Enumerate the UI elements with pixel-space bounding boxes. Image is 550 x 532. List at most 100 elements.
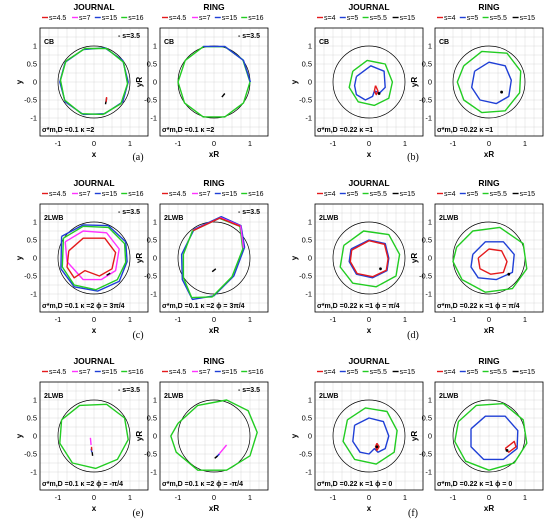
panel-label: 2LWB — [44, 393, 63, 400]
series-s=4-line — [478, 249, 507, 274]
x-tick-label: -1 — [330, 493, 337, 502]
legend-entry: - s=3.5 — [118, 33, 140, 40]
y-tick-label: 0 — [33, 254, 37, 263]
panel-label: 2LWB — [319, 215, 338, 222]
param-annotation: σ*m,D =0.1 κ =2 — [42, 127, 94, 134]
legend-entry: s=5.5 — [490, 191, 507, 198]
legend-entry: s=7 — [79, 369, 91, 376]
legend-entry: s=5 — [467, 15, 479, 22]
x-tick-label: 0 — [92, 139, 96, 148]
series-s=5-line — [355, 66, 386, 100]
y-tick-label: 0 — [153, 432, 157, 441]
series-s=15-point — [376, 445, 379, 448]
y-tick-label: -0.5 — [24, 450, 37, 459]
y-tick-label: 1 — [153, 42, 157, 51]
param-annotation: σ*m,D =0.22 κ =1 ϕ = π/4 — [437, 303, 520, 310]
legend-entry: s=4.5 — [49, 15, 66, 22]
chart-d-ring: RINGs=4 s=5 s=5.5 s=152LWBσ*m,D =0.22 κ =1 … — [410, 178, 543, 335]
y-tick-label: 0.5 — [27, 414, 37, 423]
param-annotation: σ*m,D =0.1 κ =2 — [162, 127, 214, 134]
x-axis-label: x — [367, 504, 372, 513]
chart-title: RING — [203, 2, 225, 12]
legend-entry: s=5.5 — [370, 15, 387, 22]
x-tick-label: 0 — [212, 139, 216, 148]
legend-entry: s=7 — [79, 191, 91, 198]
legend-entry: s=5.5 — [490, 15, 507, 22]
chart-title: RING — [203, 178, 225, 188]
chart-title: JOURNAL — [73, 2, 114, 12]
param-annotation: σ*m,D =0.22 κ =1 — [317, 127, 373, 134]
legend-entry: s=16 — [128, 369, 143, 376]
legend-entry: s=4.5 — [49, 369, 66, 376]
y-tick-label: 0 — [153, 254, 157, 263]
y-tick-label: 0.5 — [147, 236, 157, 245]
chart-title: RING — [478, 2, 500, 12]
y-axis-label: y — [290, 79, 299, 84]
y-axis-label: yR — [135, 77, 144, 87]
series-s=5-line — [472, 62, 512, 103]
y-tick-label: 0.5 — [302, 414, 312, 423]
legend-entry: s=15 — [400, 191, 415, 198]
x-tick-label: 1 — [248, 493, 252, 502]
panel-caption: (d) — [407, 330, 419, 341]
y-tick-label: 1 — [308, 218, 312, 227]
legend-entry: s=16 — [248, 191, 263, 198]
legend-entry: s=15 — [222, 191, 237, 198]
y-tick-label: -0.5 — [299, 96, 312, 105]
y-tick-label: -1 — [305, 290, 312, 299]
y-tick-label: -0.5 — [144, 272, 157, 281]
legend-entry: s=5 — [467, 369, 479, 376]
x-tick-label: 1 — [128, 493, 132, 502]
x-axis-label: x — [92, 504, 97, 513]
y-axis-label: y — [290, 433, 299, 438]
legend-entry: s=7 — [199, 191, 211, 198]
legend-entry: s=4.5 — [169, 191, 186, 198]
x-tick-label: -1 — [330, 139, 337, 148]
chart-e-ring: RING s=4.5 s=7 s=15 s=16 - s=3.5 2LWB σ*m,D =0.… — [135, 356, 268, 513]
legend-entry: s=5.5 — [370, 191, 387, 198]
y-tick-label: 0.5 — [422, 414, 432, 423]
x-tick-label: 1 — [128, 139, 132, 148]
panel-caption: (b) — [407, 152, 419, 163]
legend-entry: s=15 — [222, 369, 237, 376]
legend-entry: s=4 — [324, 15, 336, 22]
y-tick-label: 1 — [33, 396, 37, 405]
x-tick-label: -1 — [55, 493, 62, 502]
x-axis-label: x — [92, 326, 97, 335]
y-axis-label: y — [15, 79, 24, 84]
x-tick-label: 0 — [487, 493, 491, 502]
chart-d-journal: JOURNALs=4 s=5 s=5.5 s=152LWBσ*m,D =0.22 κ … — [290, 178, 423, 335]
chart-e-journal: JOURNALs=4.5 s=7 s=15 s=16- s=3.52LWBσ*m,D … — [15, 356, 148, 513]
x-tick-label: -1 — [55, 315, 62, 324]
param-annotation: σ*m,D =0.22 κ =1 ϕ = π/4 — [317, 303, 400, 310]
y-axis-label: y — [15, 255, 24, 260]
y-axis-label: yR — [410, 77, 419, 87]
panel-caption: (c) — [132, 330, 143, 341]
panel-caption: (e) — [132, 508, 143, 519]
legend-entry: - s=3.5 — [118, 387, 140, 394]
y-tick-label: -1 — [150, 114, 157, 123]
y-tick-label: 1 — [428, 42, 432, 51]
x-tick-label: -1 — [450, 315, 457, 324]
chart-title: JOURNAL — [348, 2, 389, 12]
legend-entry: s=16 — [248, 15, 263, 22]
x-tick-label: -1 — [450, 493, 457, 502]
param-annotation: σ*m,D =0.1 κ =2 ϕ = 3π/4 — [42, 303, 125, 310]
chart-a-journal: JOURNALs=4.5 s=7 s=15 s=16- s=3.5CBσ*m,D =0… — [15, 2, 148, 159]
x-tick-label: 1 — [523, 315, 527, 324]
param-annotation: σ*m,D =0.22 κ =1 ϕ = 0 — [317, 481, 392, 488]
y-tick-label: -0.5 — [24, 96, 37, 105]
series-s=15-point — [507, 273, 510, 276]
legend-entry: - s=3.5 — [238, 209, 260, 216]
x-tick-label: 0 — [487, 139, 491, 148]
y-axis-label: yR — [410, 253, 419, 263]
y-tick-label: -0.5 — [144, 450, 157, 459]
y-tick-label: 1 — [153, 218, 157, 227]
series-s=15-point — [378, 92, 381, 95]
x-tick-label: 0 — [92, 315, 96, 324]
y-tick-label: -1 — [425, 114, 432, 123]
y-tick-label: -1 — [150, 290, 157, 299]
x-axis-label: xR — [484, 504, 494, 513]
series-s=3.5-line — [222, 94, 225, 98]
legend-entry: s=15 — [400, 369, 415, 376]
